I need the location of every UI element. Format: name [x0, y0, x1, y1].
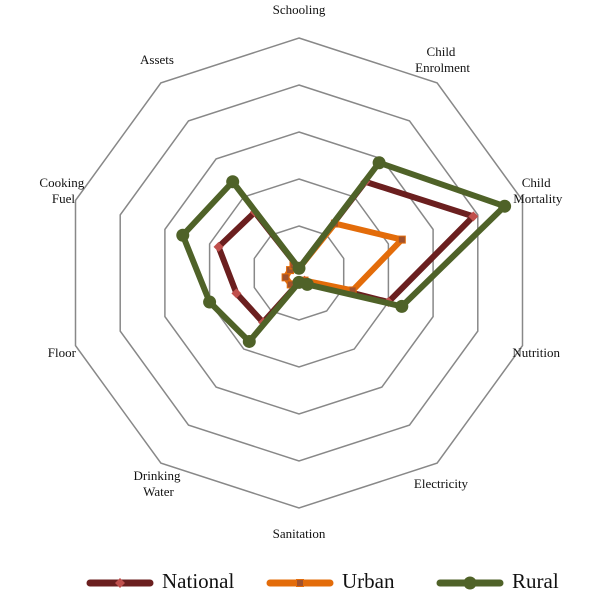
category-label: Drinking Water: [134, 468, 181, 499]
grid-ring: [119, 84, 479, 462]
category-label: Sanitation: [273, 526, 326, 541]
data-point: [395, 299, 409, 313]
data-point: [242, 334, 256, 348]
category-label: Floor: [48, 345, 77, 360]
data-point: [292, 275, 306, 289]
grid-ring: [164, 131, 434, 415]
data-point: [213, 241, 224, 252]
legend: National Urban Rural: [86, 569, 559, 593]
data-point: [372, 156, 386, 170]
grid-ring: [253, 225, 345, 321]
legend-label: Urban: [342, 569, 395, 593]
data-point: [397, 235, 406, 244]
category-label: Electricity: [414, 476, 469, 491]
category-label: Nutrition: [512, 345, 560, 360]
data-point: [468, 211, 479, 222]
legend-label: Rural: [512, 569, 559, 593]
category-label: Schooling: [273, 2, 326, 17]
series-line: [179, 159, 508, 345]
category-label: Assets: [140, 52, 174, 67]
legend-label: National: [162, 569, 234, 593]
data-point: [281, 273, 290, 282]
data-point: [231, 288, 242, 299]
grid-ring: [74, 37, 524, 509]
category-label: Cooking Fuel: [39, 175, 84, 206]
category-label: Child Enrolment: [412, 44, 471, 75]
data-point: [226, 175, 240, 189]
category-label: Child Mortality: [510, 175, 563, 206]
data-point: [296, 579, 304, 587]
data-point: [498, 199, 512, 213]
grid-ring: [208, 178, 390, 368]
data-point: [463, 576, 477, 590]
data-point: [292, 261, 306, 275]
data-point: [115, 578, 125, 588]
data-point: [203, 295, 217, 309]
data-point: [176, 228, 190, 242]
